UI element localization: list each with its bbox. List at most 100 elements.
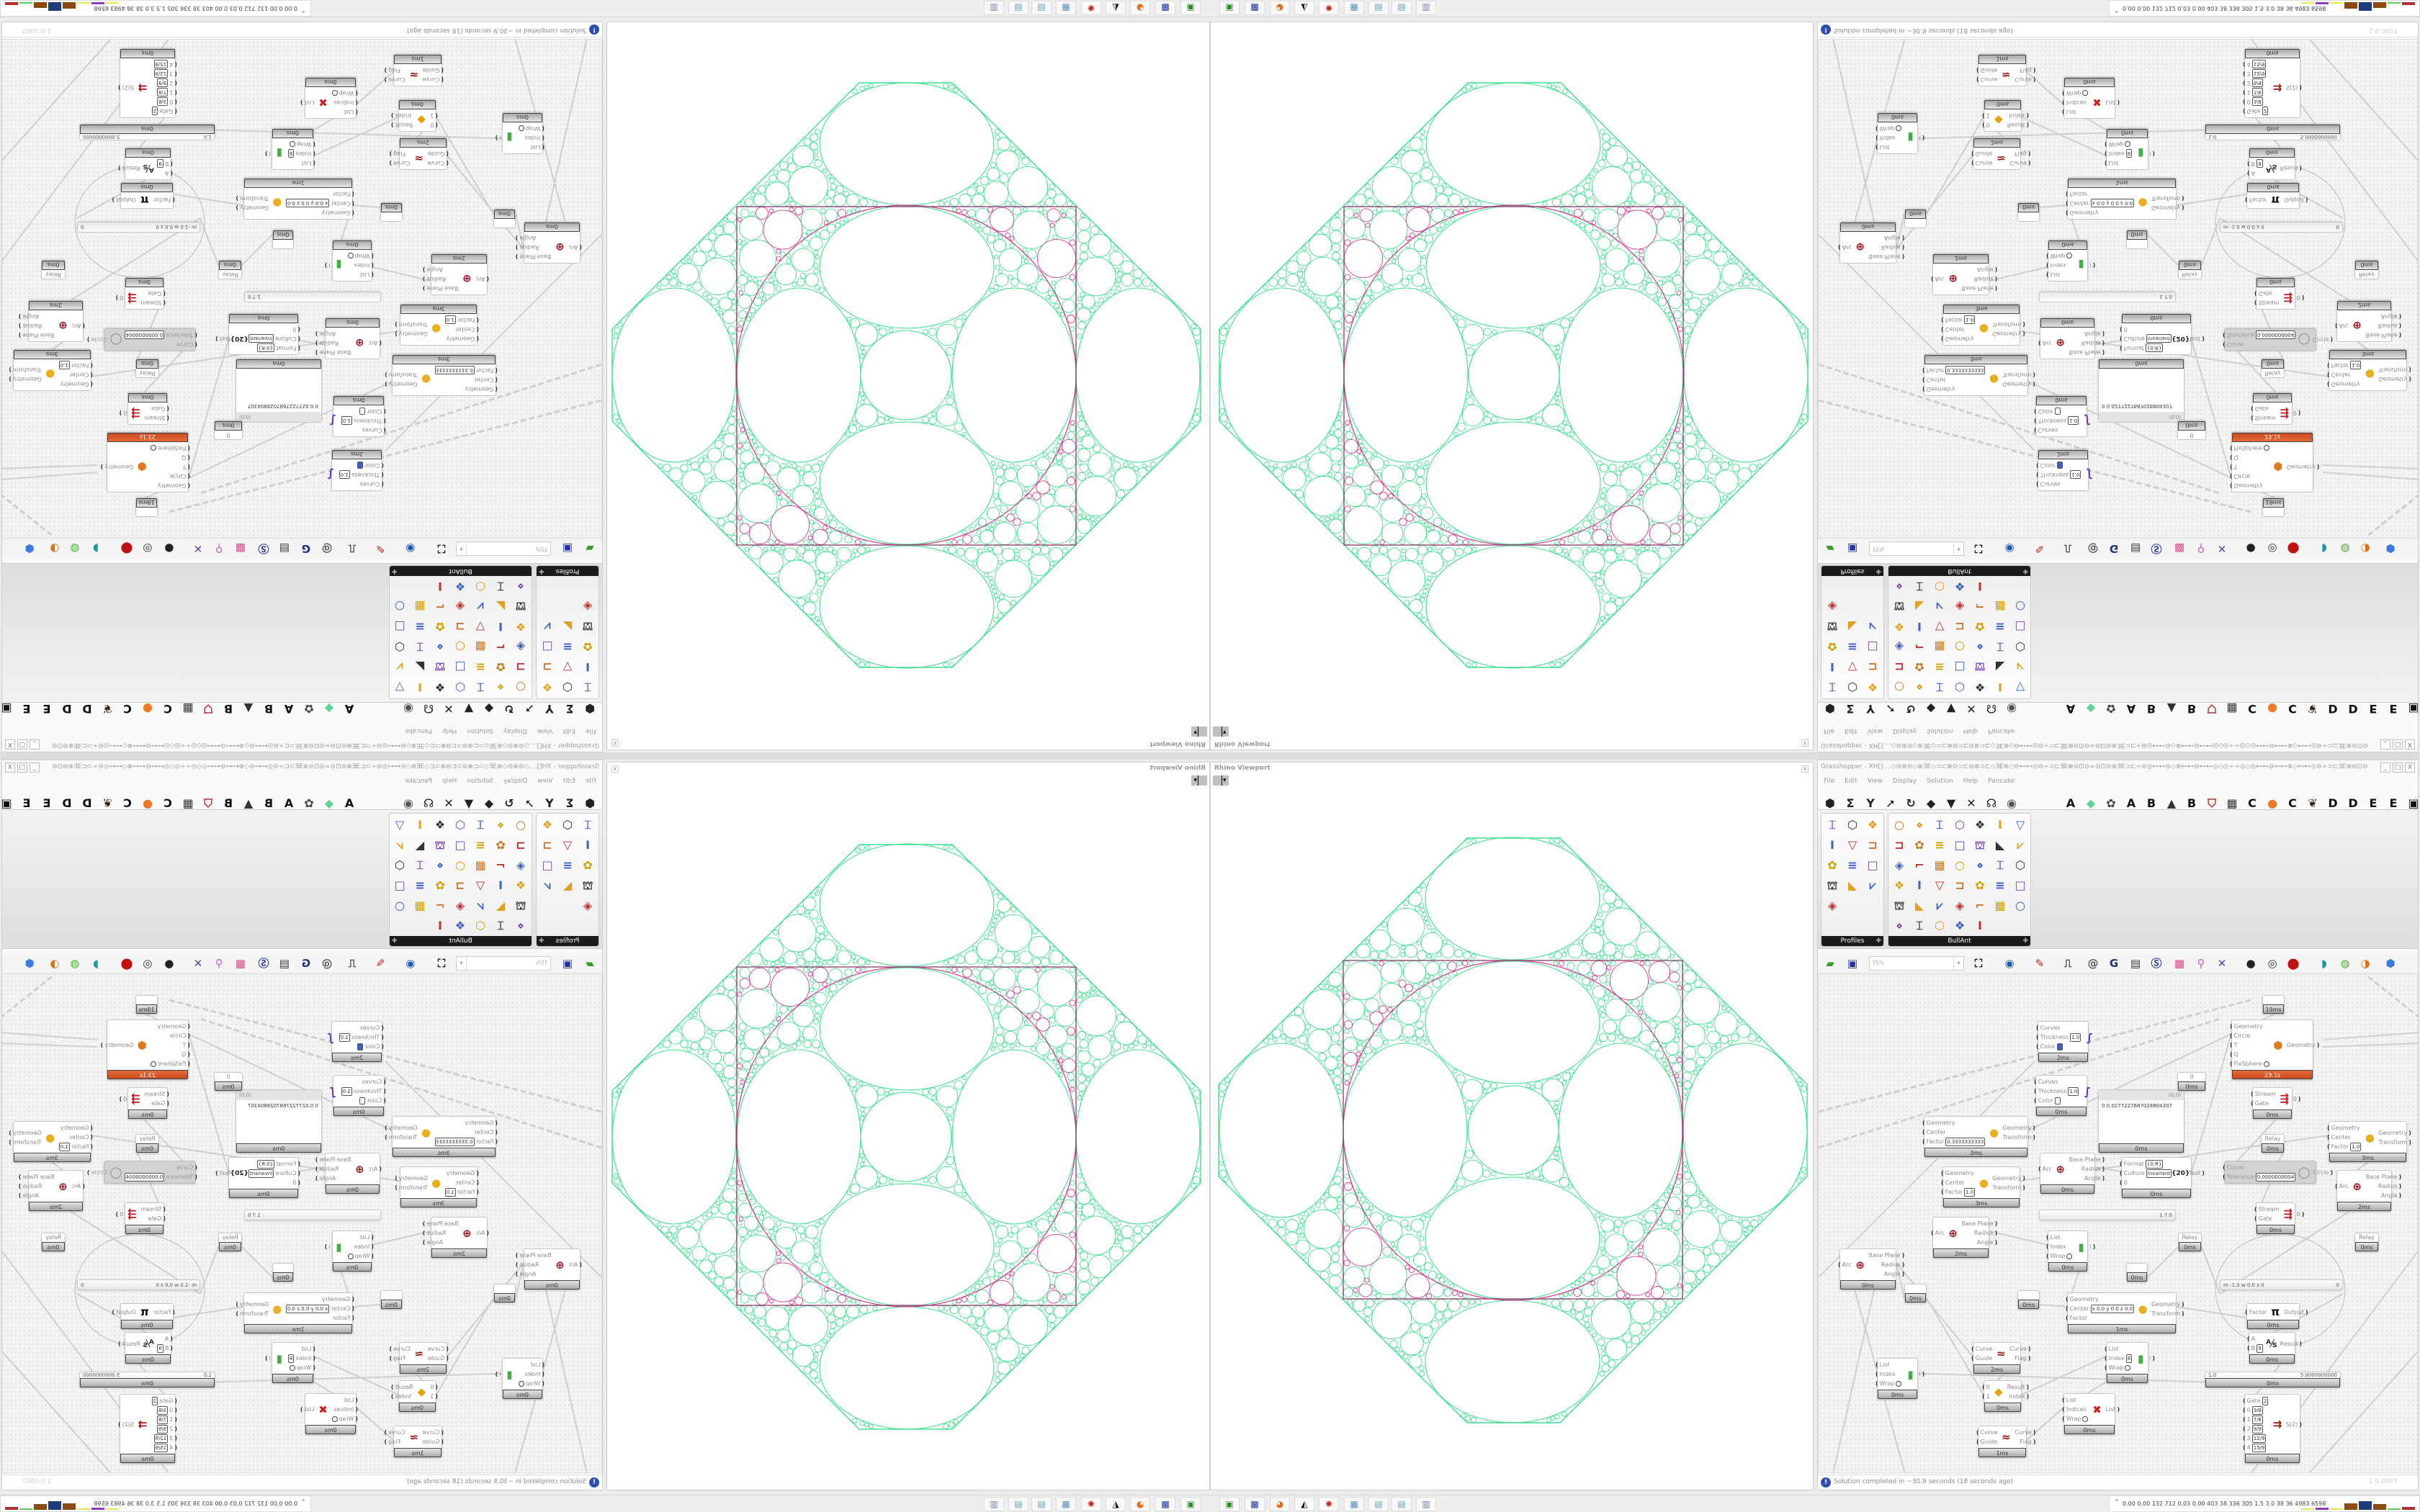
point-icon[interactable]: ◈: [583, 899, 593, 912]
input-param[interactable]: (Index 8: [287, 1354, 315, 1363]
pi-component[interactable]: (Factor π Output) 0ms: [2245, 1303, 2308, 1330]
truss-icon[interactable]: ✿: [1975, 620, 1985, 634]
surface-icon[interactable]: ◆: [1926, 796, 1936, 810]
input-param[interactable]: (Curves: [341, 1077, 386, 1086]
input-grip[interactable]: (: [2062, 90, 2065, 96]
window-icon[interactable]: ▤: [2130, 957, 2141, 970]
email-icon[interactable]: @: [321, 542, 333, 555]
input-param[interactable]: (0 3/8: [2243, 97, 2269, 107]
small-component[interactable]: Relay 0ms: [2354, 260, 2379, 279]
poly-icon[interactable]: ▦: [475, 858, 486, 872]
output-grip[interactable]: ): [2330, 1169, 2334, 1176]
input-param[interactable]: (Factor 0.3333333333: [434, 1137, 498, 1146]
solid-icon[interactable]: ○: [1894, 818, 1904, 832]
channel-profile-icon[interactable]: ⬡: [1847, 680, 1857, 694]
output-param[interactable]: Result): [2280, 164, 2302, 174]
frame-icon[interactable]: I: [418, 818, 422, 832]
search-s-icon[interactable]: Ⓢ: [258, 542, 269, 555]
vtruss-icon[interactable]: ⋄: [1976, 640, 1984, 654]
output-param[interactable]: Text): [2189, 1169, 2205, 1178]
input-param[interactable]: (Thickness 1.0: [339, 470, 384, 480]
output-grip[interactable]: ): [2298, 1095, 2301, 1102]
palette-group-label[interactable]: Profiles ✚: [537, 936, 599, 946]
input-param[interactable]: (Curves: [2036, 1023, 2081, 1032]
division-component[interactable]: (A(B 9 ⅍ Result) 0ms: [118, 1332, 173, 1364]
viewport-menu-dropdown[interactable]: ▾: [1191, 726, 1207, 737]
output-param[interactable]: S(2)): [2286, 1420, 2302, 1429]
output-param[interactable]: Curve): [2009, 1344, 2030, 1354]
output-param[interactable]: Geometry): [395, 1174, 428, 1183]
dims-icon[interactable]: ❖: [1974, 680, 1986, 694]
taskbar-app-floppy-64-icon[interactable]: ▩: [1245, 1, 1265, 15]
cull-index-component[interactable]: (List(Indices(Wrap ✖ List) 0ms: [2062, 1393, 2120, 1435]
input-grip[interactable]: (: [2230, 1061, 2233, 1067]
input-param[interactable]: (A: [2247, 168, 2263, 178]
param-value[interactable]: 12/9: [153, 1434, 169, 1443]
param-value[interactable]: 8: [2125, 149, 2133, 158]
cross-wires-icon[interactable]: ✕: [2217, 957, 2227, 970]
info-icon[interactable]: !: [1821, 24, 1831, 35]
input-grip[interactable]: (: [2254, 1215, 2257, 1222]
input-grip[interactable]: (: [476, 336, 479, 342]
output-param[interactable]: Transform): [1992, 320, 2025, 330]
output-grip[interactable]: ): [2301, 294, 2305, 302]
input-param[interactable]: (Arc: [368, 338, 382, 348]
output-param[interactable]: Radius): [1869, 243, 1904, 252]
param-value[interactable]: 9: [2257, 1344, 2263, 1353]
input-param[interactable]: (Wrap: [518, 1379, 544, 1388]
lock-icon[interactable]: ⌶: [1996, 858, 2004, 872]
input-grip[interactable]: (: [174, 1398, 177, 1404]
input-grip[interactable]: (: [187, 1061, 190, 1067]
input-param[interactable]: (Guide: [428, 1354, 449, 1363]
output-param[interactable]: Angle): [1962, 265, 1997, 274]
output-param[interactable]: List): [2105, 98, 2120, 107]
output-param[interactable]: Geometry): [385, 380, 418, 390]
panel-component[interactable]: (0;0) 0 0.0277227687028804307 0ms: [2098, 1089, 2184, 1153]
output-grip[interactable]: ): [2027, 150, 2031, 157]
curve-preview-component[interactable]: (Curves(Thickness 1.0(Color ∫ 0ms: [2034, 395, 2091, 437]
slider-component[interactable]: 1.0 5.0000000000 0ms: [79, 1372, 215, 1388]
angle-profile-icon[interactable]: ❖: [542, 680, 553, 694]
input-param[interactable]: (Format {0:R}: [2120, 343, 2172, 353]
input-param[interactable]: (Geometry: [2230, 481, 2269, 490]
input-grip[interactable]: (: [297, 326, 300, 333]
output-param[interactable]: i): [265, 1354, 271, 1363]
small-component[interactable]: 0ms: [380, 1290, 403, 1310]
ring-icon[interactable]: ◈: [516, 640, 526, 654]
i-section-icon[interactable]: ⊐: [1868, 660, 1878, 674]
output-param[interactable]: Transform): [236, 1309, 269, 1318]
input-param[interactable]: (Gate: [140, 1214, 166, 1223]
output-grip[interactable]: ): [2027, 1355, 2031, 1362]
vgrid-icon[interactable]: ⌶: [1936, 818, 1943, 832]
lock-icon[interactable]: ⌶: [416, 858, 424, 872]
menu-item-view[interactable]: View: [1867, 778, 1883, 785]
close-button[interactable]: X: [2405, 739, 2415, 750]
blue-gem-icon[interactable]: ⬢: [24, 542, 35, 555]
search-s-icon[interactable]: Ⓢ: [2151, 542, 2162, 555]
plugin-icon[interactable]: ⎍: [2063, 957, 2072, 970]
bulb-shade-icon[interactable]: ●: [164, 957, 174, 970]
lock-icon[interactable]: ▦: [414, 899, 426, 912]
param-value[interactable]: 3/8: [2251, 97, 2264, 107]
input-param[interactable]: (Curve: [1971, 158, 1992, 168]
panel-text[interactable]: 0 0.0277227687028804307: [248, 1103, 318, 1109]
ibeam-profile-icon[interactable]: ⌶: [1829, 680, 1836, 694]
preview-eye-icon[interactable]: ◉: [405, 957, 416, 970]
tab-a[interactable]: A: [2126, 796, 2136, 810]
palette-group-label[interactable]: BullAnt ✚: [390, 936, 532, 946]
output-grip[interactable]: ): [2033, 67, 2036, 73]
zoom-dropdown[interactable]: 75% ▾: [456, 541, 551, 556]
input-grip[interactable]: (: [1922, 1138, 1925, 1145]
frame2-icon[interactable]: ▽: [395, 818, 405, 832]
gear-icon[interactable]: ❖: [515, 620, 526, 634]
menu-item-solution[interactable]: Solution: [467, 727, 493, 734]
input-param[interactable]: (Geometry: [59, 1123, 93, 1133]
solid-icon[interactable]: ○: [1894, 680, 1904, 694]
scale-component[interactable]: (Geometry(Center x 0.0 y 0.0 z 0.0(Factor…: [2066, 178, 2184, 220]
box-section-icon[interactable]: □: [1867, 640, 1878, 654]
input-param[interactable]: (Center: [435, 1128, 498, 1137]
small-component[interactable]: Relay 0ms: [135, 1134, 159, 1153]
output-param[interactable]: Geometry): [2151, 1300, 2184, 1309]
stream-filter-component[interactable]: (Gate 2(0 3/8(1 7/8(2 9/9(3 12/9(4 15/9 ⇉ S(2)) 0…: [2243, 1394, 2302, 1464]
input-grip[interactable]: (: [351, 1296, 354, 1302]
